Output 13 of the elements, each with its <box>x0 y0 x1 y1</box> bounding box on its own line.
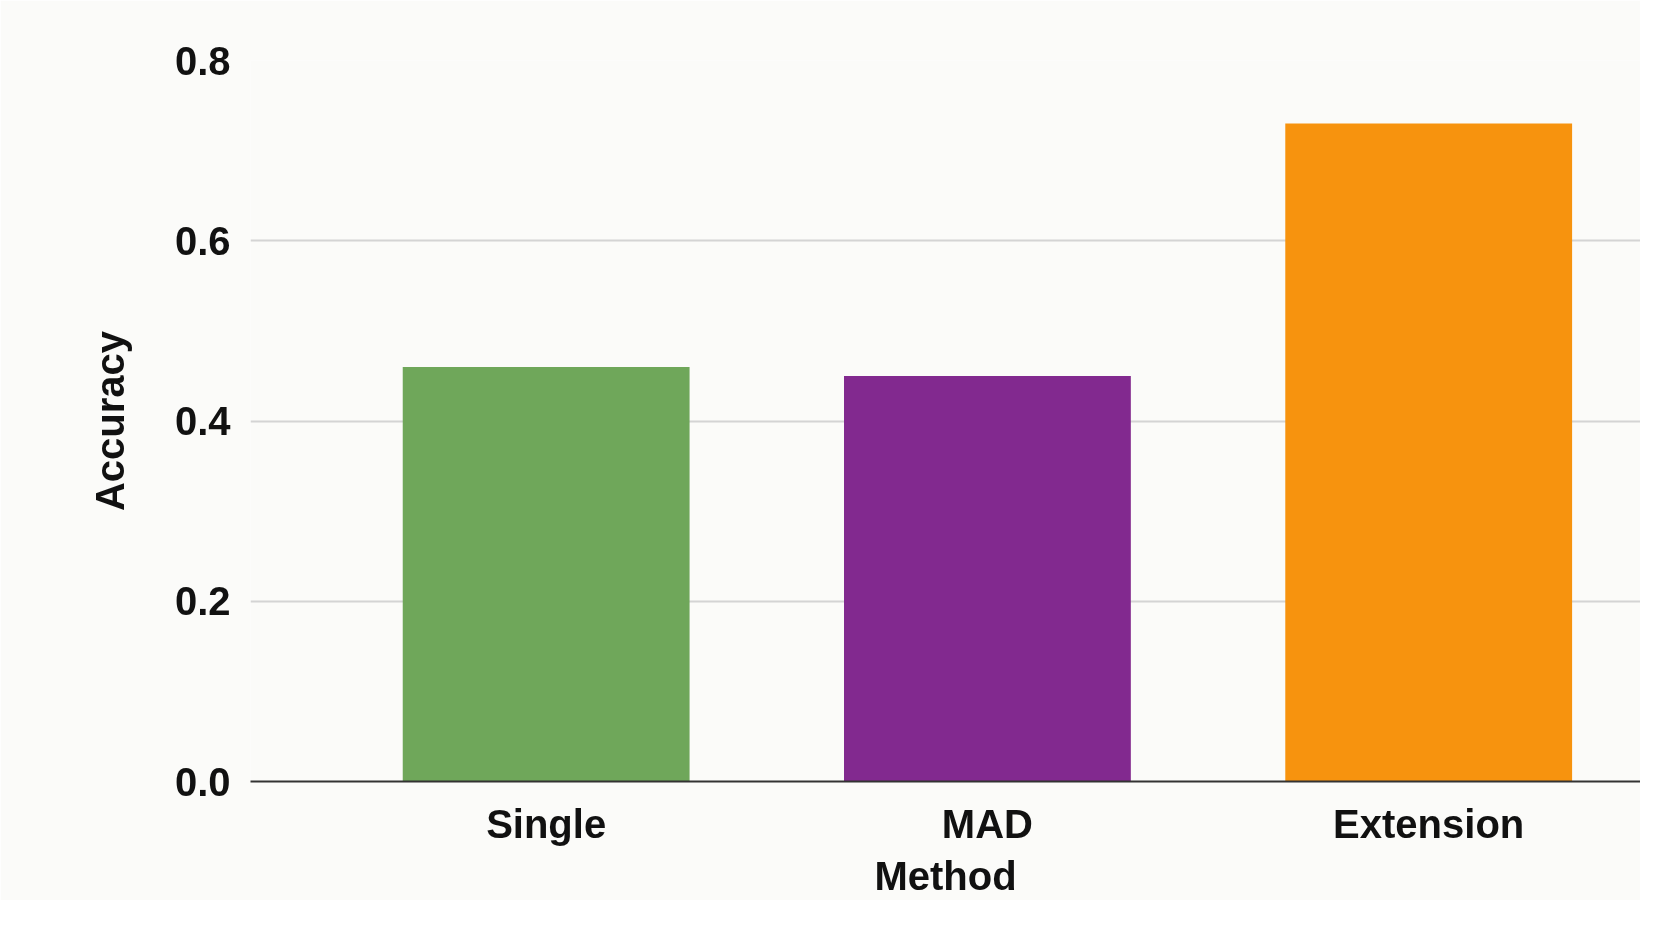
y-tick-label: 0.8 <box>174 38 231 83</box>
y-tick-label: 0.4 <box>174 399 232 443</box>
bar <box>402 366 690 782</box>
x-axis-title: Method <box>874 853 1017 898</box>
y-axis-title: Accuracy <box>87 330 132 512</box>
y-tick-label: 0.2 <box>174 579 231 624</box>
bar <box>844 375 1131 782</box>
y-tick-label: 0.0 <box>174 759 231 804</box>
x-tick-label: Extension <box>1333 801 1525 846</box>
x-tick-label: Single <box>486 801 607 846</box>
y-tick-label: 0.6 <box>174 218 231 263</box>
x-tick-label: MAD <box>941 801 1033 846</box>
bar <box>1285 123 1573 782</box>
